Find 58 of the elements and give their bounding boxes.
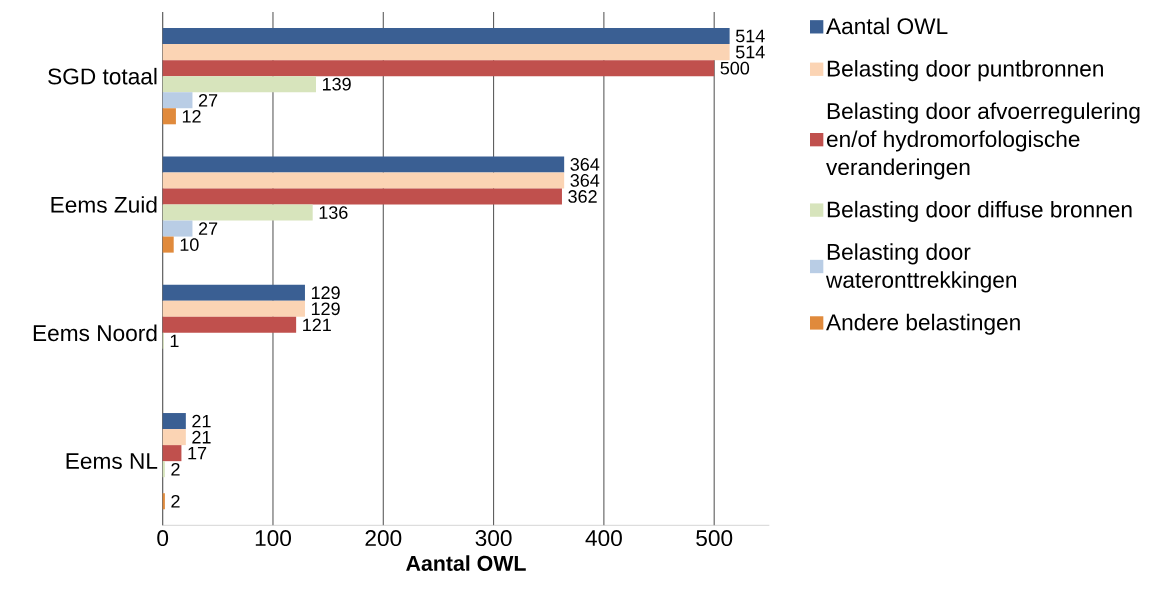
legend-label: Belasting door wateronttrekkingen (825, 243, 1017, 293)
data-label: 362 (568, 189, 597, 203)
data-label: 500 (720, 61, 750, 75)
data-label: 10 (180, 238, 199, 251)
bar (162, 493, 165, 510)
data-label: 136 (319, 205, 348, 219)
bar (162, 284, 305, 301)
x-tick-label: 0 (157, 529, 169, 546)
bar (162, 43, 730, 60)
data-label: 364 (570, 173, 600, 187)
data-label: 514 (735, 45, 765, 59)
data-label: 21 (192, 414, 211, 428)
bar (162, 444, 182, 462)
bar (162, 156, 565, 173)
data-label: 21 (192, 430, 211, 444)
legend-label: Andere belastingen (826, 313, 1020, 335)
data-label: 1 (170, 334, 179, 347)
x-tick-label: 400 (585, 529, 622, 546)
legend-label: Belasting door puntbronnen (827, 59, 1103, 81)
data-label: 514 (735, 29, 765, 43)
bar (162, 92, 193, 109)
bar (162, 204, 313, 221)
bar (162, 172, 565, 189)
data-label: 129 (311, 286, 340, 299)
x-tick-label: 100 (255, 529, 291, 546)
data-label: 27 (198, 93, 218, 107)
data-label: 2 (171, 462, 180, 476)
bar (162, 108, 176, 125)
data-label: 129 (311, 302, 340, 315)
bar (162, 316, 297, 333)
bar (162, 59, 715, 77)
legend-label: Belasting door diffuse bronnen (827, 200, 1132, 222)
x-tick-label: 200 (365, 529, 402, 546)
x-tick-label: 500 (696, 529, 733, 546)
bar (162, 428, 186, 445)
data-label: 12 (182, 109, 201, 123)
bar (162, 188, 562, 205)
bar (162, 76, 316, 93)
bar (162, 220, 193, 237)
data-label: 139 (322, 77, 351, 91)
bar (162, 236, 174, 253)
bar (162, 461, 165, 478)
y-tick-label: SGD totaal (48, 67, 157, 85)
data-label: 121 (303, 318, 331, 331)
y-tick-label: Eems NL (66, 453, 158, 469)
data-label: 364 (570, 157, 600, 171)
legend-label: Belasting door afvoerregulering en/of hydromorfologische veranderingen (826, 102, 1140, 180)
data-label: 17 (188, 446, 207, 460)
y-tick-label: Eems Noord (33, 324, 157, 342)
legend-label: Aantal OWL (826, 17, 948, 35)
bar (162, 412, 186, 429)
y-tick-label: Eems Zuid (51, 196, 157, 213)
data-label: 2 (171, 494, 180, 508)
bar (162, 300, 305, 317)
x-tick-label: 300 (475, 529, 512, 546)
x-axis-title: Aantal OWL (406, 555, 526, 571)
data-label: 27 (198, 222, 218, 235)
bar (162, 27, 730, 44)
